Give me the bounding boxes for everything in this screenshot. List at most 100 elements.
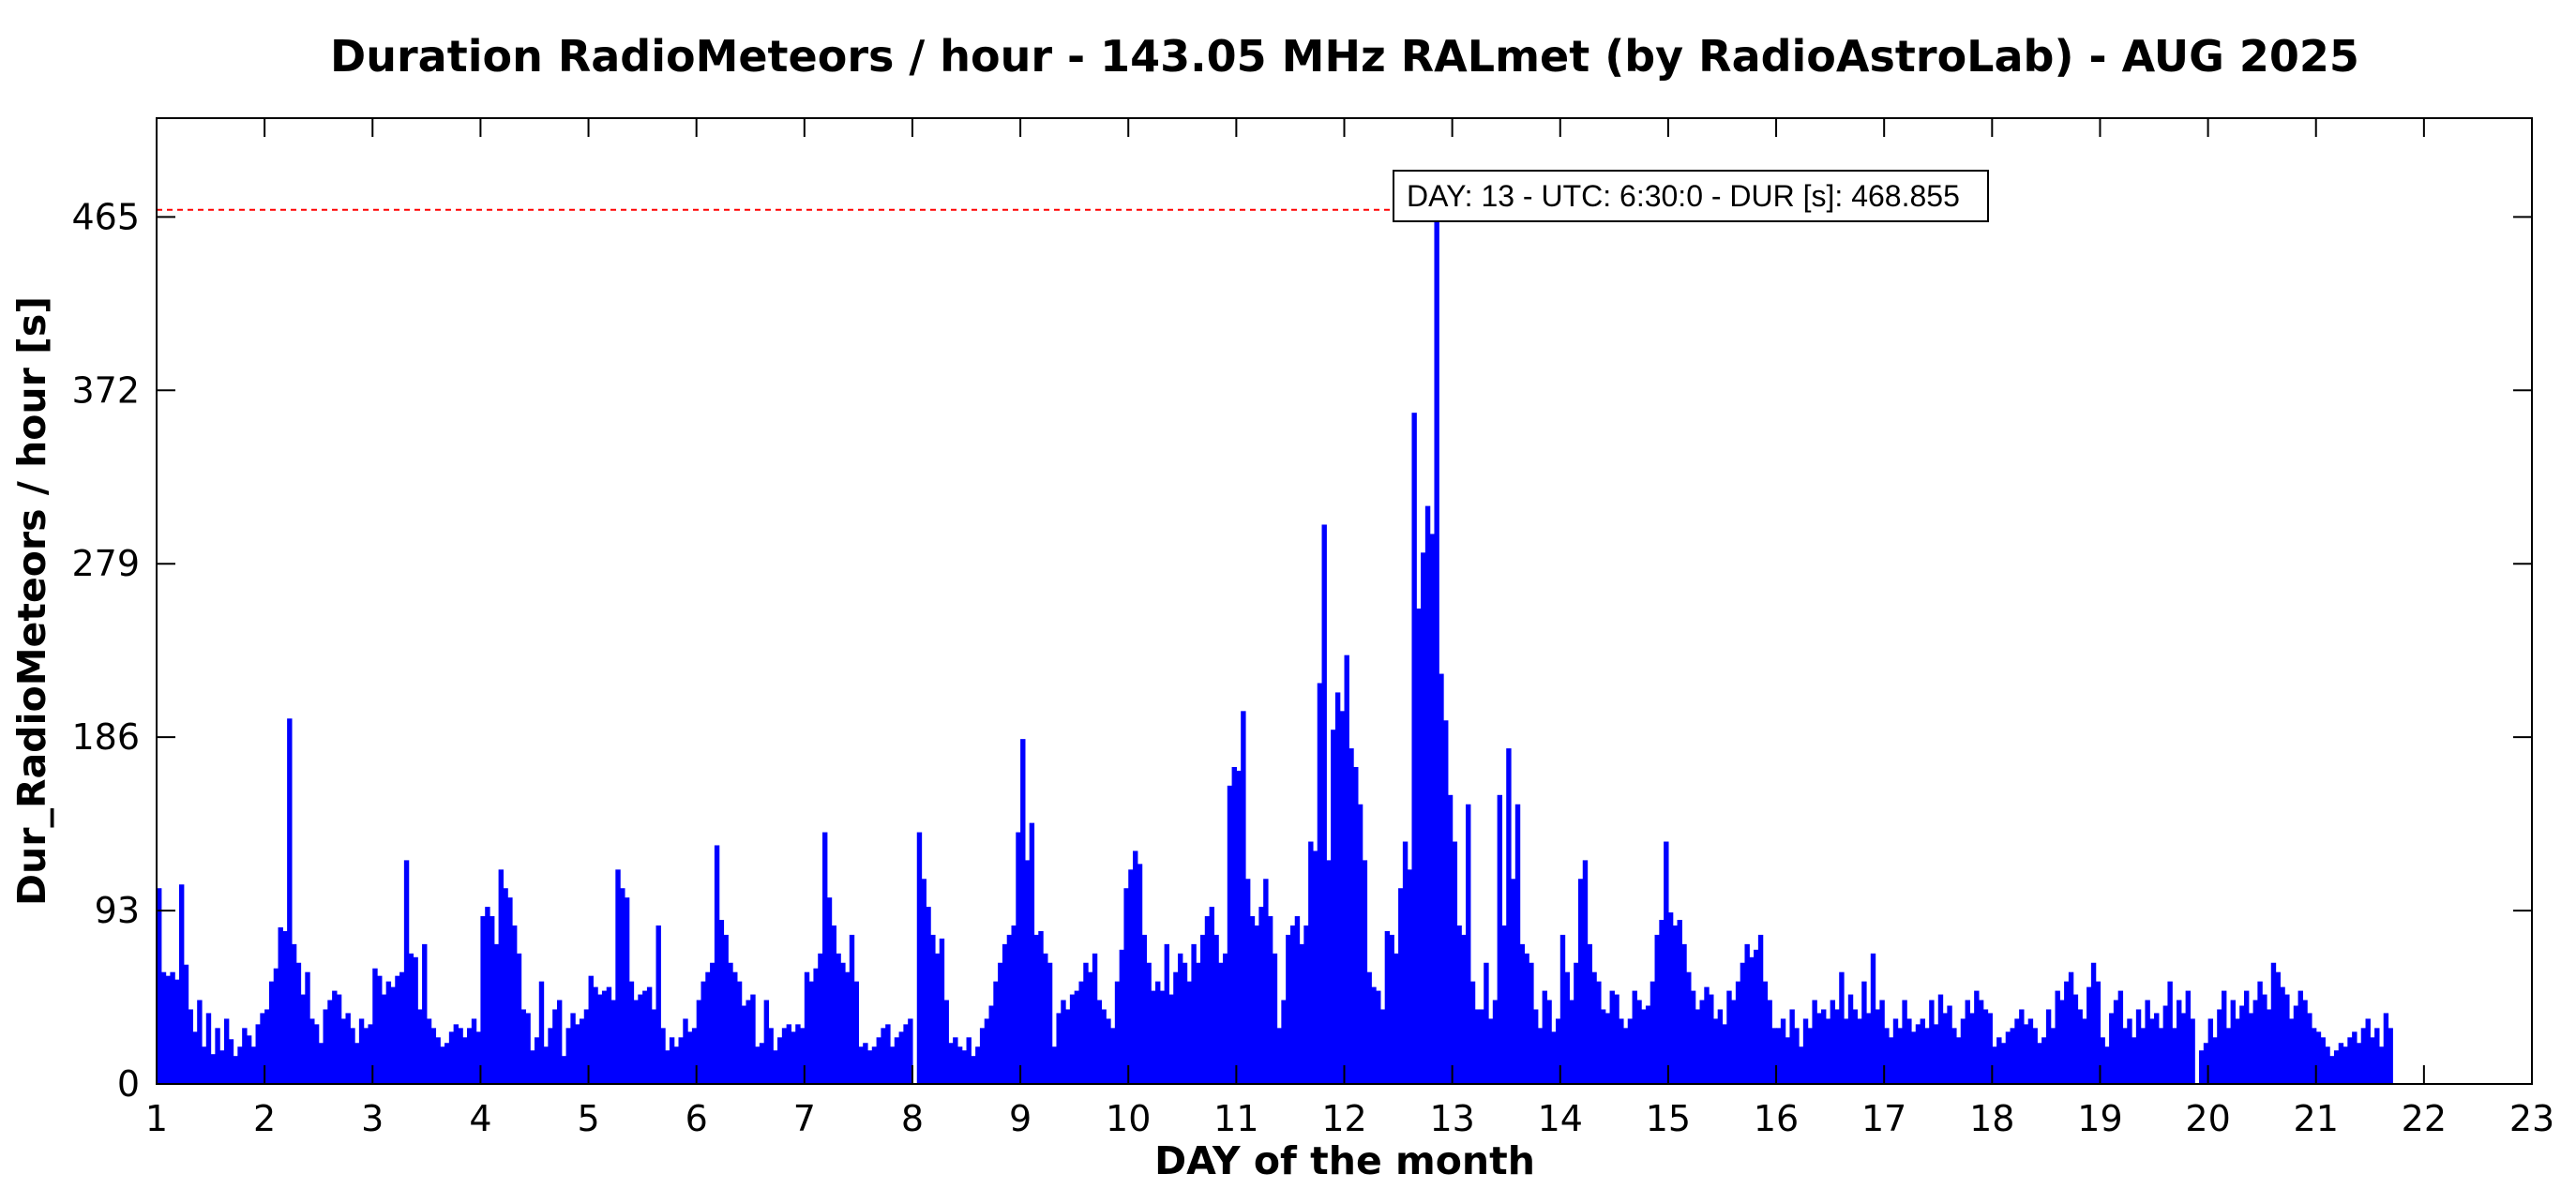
bar [440,1046,445,1084]
bar [1910,1031,1917,1084]
bar [736,981,743,1084]
bar [1559,934,1566,1084]
bar [863,1043,868,1084]
bar [255,1024,261,1084]
bar [2222,990,2227,1084]
bar [242,1028,248,1084]
bar [1659,920,1665,1084]
bar [773,1050,778,1084]
bar [1731,1000,1737,1084]
bar [2154,1013,2160,1084]
bar [1294,916,1301,1084]
bar [1524,953,1529,1084]
bar [1061,1000,1066,1084]
bar [2082,1018,2087,1084]
bar [1123,888,1129,1084]
bar [493,943,500,1084]
bar [1969,1013,1975,1084]
bar [372,968,378,1084]
bar [1627,1018,1634,1084]
x-tick-label: 3 [361,1098,384,1139]
bar [1870,953,1876,1084]
bar [1754,949,1759,1084]
x-tick-label: 7 [793,1098,816,1139]
bar [2338,1043,2344,1084]
bar [1047,962,1053,1084]
bar [849,934,855,1084]
bar [1587,943,1592,1084]
bar [358,1018,365,1084]
bar [1924,1028,1930,1084]
bar [1709,994,1714,1084]
x-tick-label: 17 [1861,1098,1906,1139]
bar [2203,1043,2209,1084]
bar [2225,1028,2232,1084]
bar [930,934,936,1084]
bar [1551,1031,1557,1084]
bar [1141,934,1148,1084]
bar [651,1009,657,1084]
bar [1780,1018,1786,1084]
bar [2270,962,2277,1084]
bar [1461,934,1467,1084]
bar [2230,1000,2236,1084]
bar [1199,934,1206,1084]
bar [1456,925,1462,1084]
bar [1933,1024,1939,1084]
bar [1888,1037,1894,1084]
bar [2352,1031,2358,1084]
bar [795,1024,801,1084]
bar [1106,1018,1111,1084]
bar [660,1028,666,1084]
bar [1582,860,1589,1084]
bar [1604,1013,1611,1084]
bar [700,981,706,1084]
bar [2077,1009,2083,1084]
bar [2280,986,2285,1084]
bar [278,926,283,1084]
bar [1992,1046,1997,1084]
bar [606,986,612,1084]
bar [822,832,828,1084]
bar [2370,1037,2375,1084]
bar [1272,953,1278,1084]
bar [2239,1005,2245,1084]
bar [1577,879,1584,1084]
bar [934,953,941,1084]
bar [246,1035,252,1084]
bar [1254,925,1259,1084]
bar [205,1013,212,1084]
bar [691,1028,698,1084]
bar [1897,1028,1903,1084]
bar [826,897,833,1084]
y-tick-label: 186 [71,716,140,758]
bar [233,1056,238,1084]
bar [1384,930,1391,1084]
bar [305,971,310,1084]
bar [1650,981,1656,1084]
bar [1987,1013,1993,1084]
bar [1312,850,1318,1084]
bar [1151,990,1156,1084]
bar [953,1037,958,1084]
bar [2132,1037,2137,1084]
bar [1366,971,1372,1084]
bar [1488,1018,1494,1084]
bar [998,962,1003,1084]
bar [552,1009,558,1084]
bar [1159,990,1166,1084]
bar [1717,1009,1724,1084]
bar [800,1028,806,1084]
peak-annotation-layer: DAY: 13 - UTC: 6:30:0 - DUR [s]: 468.855 [157,170,1989,222]
bar [2275,971,2281,1084]
bar [525,1013,531,1084]
bar [818,953,823,1084]
bar [291,943,297,1084]
bar [2027,1018,2034,1084]
bar [957,1046,963,1084]
x-tick-label: 8 [901,1098,924,1139]
bar [1686,971,1692,1084]
bar [2207,1018,2214,1084]
bar [1929,1000,1935,1084]
x-tick-label: 19 [2077,1098,2122,1139]
